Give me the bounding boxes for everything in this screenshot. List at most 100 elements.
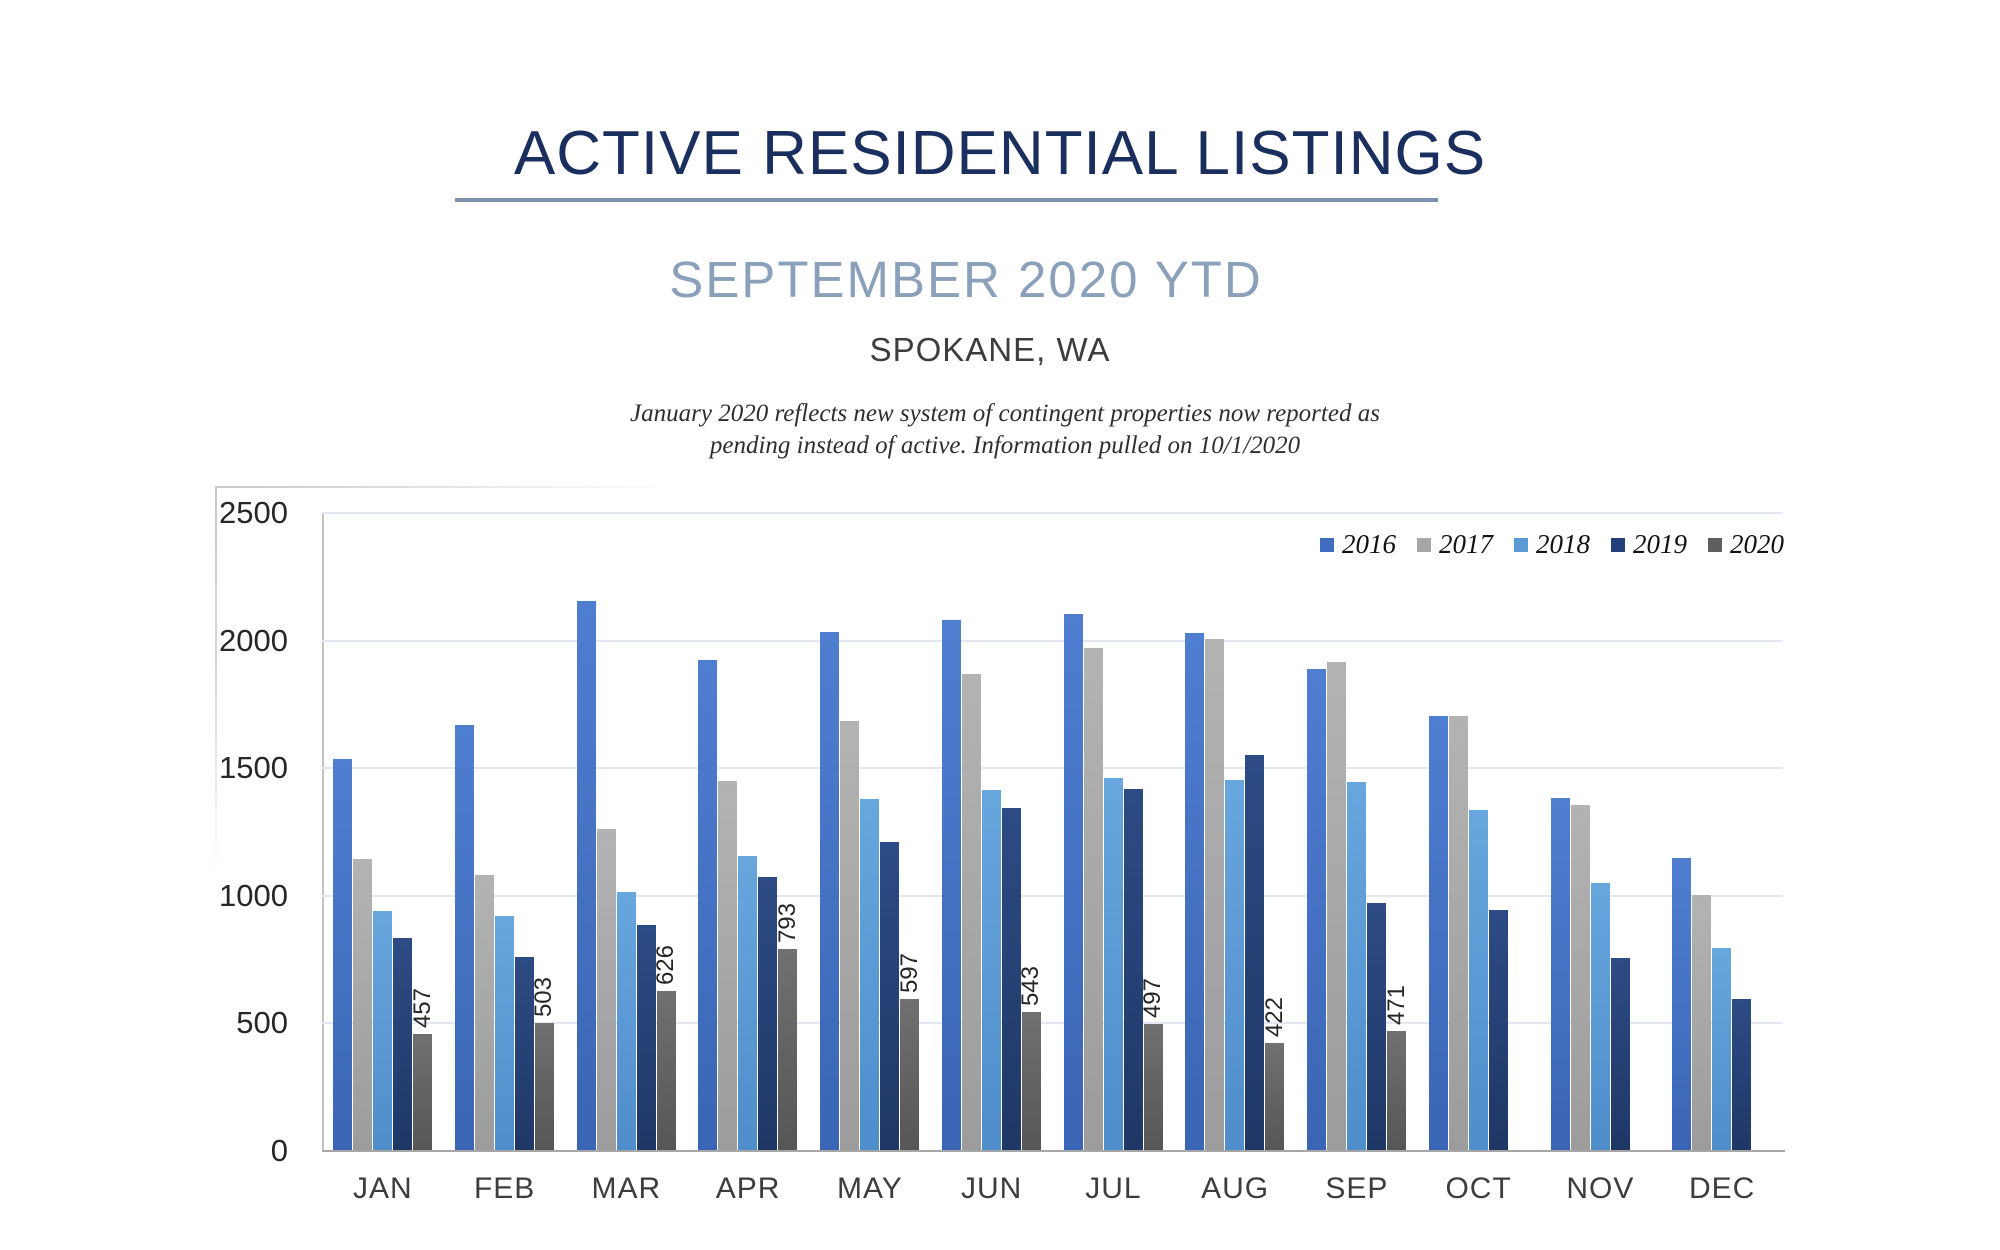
legend-label-2018: 2018 bbox=[1536, 529, 1590, 559]
bar-2019-aug bbox=[1245, 755, 1265, 1151]
legend-label-2020: 2020 bbox=[1730, 529, 1784, 559]
y-tick-label-2000: 2000 bbox=[219, 622, 288, 658]
bar-2019-may bbox=[880, 842, 899, 1151]
data-label-2020-sep: 471 bbox=[1382, 984, 1410, 1025]
bar-2019-jun bbox=[1001, 807, 1021, 1151]
x-tick-label-nov: NOV bbox=[1566, 1172, 1635, 1205]
bar-2016-may bbox=[820, 631, 839, 1151]
y-tick-label-500: 500 bbox=[236, 1005, 288, 1041]
chart-legend: 2016 2017 2018 2019 2020 bbox=[1320, 529, 1784, 560]
bar-2016-nov bbox=[1550, 797, 1570, 1151]
x-tick-label-jul: JUL bbox=[1085, 1172, 1142, 1205]
plot-area: 457 503 626 793 597 543 497 422 471 bbox=[322, 512, 1783, 1151]
bar-2020-jan bbox=[413, 1034, 432, 1151]
bar-2020-may bbox=[900, 998, 919, 1151]
legend-item-2017: 2017 bbox=[1417, 529, 1493, 560]
bar-2018-may bbox=[860, 798, 879, 1151]
y-tick-label-2500: 2500 bbox=[219, 495, 288, 530]
legend-label-2017: 2017 bbox=[1439, 529, 1493, 559]
bar-2020-aug bbox=[1265, 1043, 1285, 1151]
x-tick-label-oct: OCT bbox=[1445, 1172, 1512, 1205]
x-tick-label-sep: SEP bbox=[1325, 1172, 1389, 1205]
bar-2017-oct bbox=[1448, 715, 1468, 1151]
data-label-2020-jun: 543 bbox=[1017, 966, 1045, 1007]
chart-note-line-2: pending instead of active. Information p… bbox=[709, 432, 1301, 459]
bar-2017-may bbox=[840, 721, 859, 1151]
bar-2018-jan bbox=[373, 911, 392, 1151]
data-label-2020-aug: 422 bbox=[1260, 997, 1288, 1038]
legend-item-2020: 2020 bbox=[1708, 529, 1784, 560]
location-label: SPOKANE, WA bbox=[869, 331, 1111, 368]
page-title: ACTIVE RESIDENTIAL LISTINGS bbox=[513, 119, 1487, 188]
chart-frame-edge-top bbox=[215, 486, 675, 488]
bar-2016-jan bbox=[333, 759, 352, 1151]
subtitle: SEPTEMBER 2020 YTD bbox=[669, 251, 1263, 308]
x-tick-label-feb: FEB bbox=[473, 1172, 536, 1205]
legend-swatch-2016 bbox=[1320, 537, 1334, 552]
legend-item-2016: 2016 bbox=[1320, 529, 1396, 560]
bar-2018-sep bbox=[1347, 782, 1366, 1151]
y-tick-label-1500: 1500 bbox=[219, 750, 288, 786]
bar-2019-nov bbox=[1610, 958, 1630, 1151]
bar-2018-apr bbox=[738, 856, 758, 1151]
data-label-2020-apr: 793 bbox=[773, 902, 801, 943]
bar-2017-aug bbox=[1205, 639, 1225, 1151]
x-axis-line bbox=[322, 1150, 1785, 1152]
y-tick-label-0: 0 bbox=[270, 1133, 288, 1168]
data-label-2020-jul: 497 bbox=[1139, 978, 1166, 1019]
bar-2016-oct bbox=[1428, 715, 1448, 1151]
bar-2018-mar bbox=[616, 891, 636, 1151]
title-underline bbox=[455, 198, 1438, 202]
bar-2016-apr bbox=[698, 659, 718, 1151]
bar-2020-jul bbox=[1143, 1024, 1163, 1151]
bar-2016-jul bbox=[1063, 613, 1083, 1151]
bar-2020-apr bbox=[778, 948, 798, 1151]
x-tick-label-may: MAY bbox=[836, 1172, 903, 1205]
bar-2016-mar bbox=[576, 601, 596, 1151]
x-tick-label-jan: JAN bbox=[353, 1172, 413, 1205]
bar-2017-apr bbox=[718, 780, 738, 1151]
legend-swatch-2017 bbox=[1417, 537, 1431, 552]
data-label-2020-jan: 457 bbox=[408, 988, 436, 1029]
gridline-1000 bbox=[322, 894, 1783, 897]
legend-label-2016: 2016 bbox=[1342, 529, 1396, 559]
bar-2018-nov bbox=[1590, 883, 1610, 1151]
gridline-1500 bbox=[322, 767, 1783, 770]
legend-swatch-2019 bbox=[1611, 537, 1625, 552]
legend-item-2019: 2019 bbox=[1611, 529, 1687, 560]
bar-2017-nov bbox=[1570, 805, 1590, 1151]
bar-2020-jun bbox=[1021, 1012, 1041, 1151]
x-tick-label-mar: MAR bbox=[591, 1172, 662, 1205]
legend-label-2019: 2019 bbox=[1633, 529, 1687, 559]
bar-2018-feb bbox=[494, 916, 514, 1151]
bar-2019-dec bbox=[1732, 999, 1752, 1151]
legend-item-2018: 2018 bbox=[1514, 529, 1590, 560]
chart-frame-edge-left bbox=[215, 486, 217, 881]
y-tick-label-1000: 1000 bbox=[219, 877, 288, 913]
bar-2019-sep bbox=[1367, 903, 1386, 1151]
bar-2016-jun bbox=[941, 620, 961, 1151]
bar-2016-sep bbox=[1307, 668, 1326, 1151]
bar-2018-oct bbox=[1468, 810, 1488, 1151]
bar-2018-dec bbox=[1712, 948, 1732, 1151]
gridline-2500 bbox=[322, 512, 1783, 514]
bar-2016-aug bbox=[1185, 632, 1205, 1151]
bar-2018-jun bbox=[981, 789, 1001, 1151]
chart-note-line-1: January 2020 reflects new system of cont… bbox=[630, 400, 1380, 427]
bar-2016-feb bbox=[454, 724, 474, 1151]
data-label-2020-feb: 503 bbox=[530, 976, 558, 1017]
bar-2019-feb bbox=[514, 957, 534, 1151]
bar-2019-oct bbox=[1488, 909, 1508, 1151]
bar-2018-jul bbox=[1103, 778, 1123, 1151]
bar-2017-jun bbox=[961, 673, 981, 1151]
gridline-2000 bbox=[322, 639, 1783, 642]
data-label-2020-mar: 626 bbox=[652, 945, 679, 986]
legend-swatch-2020 bbox=[1708, 537, 1722, 552]
bar-2017-feb bbox=[474, 875, 494, 1151]
bar-2017-sep bbox=[1327, 662, 1346, 1151]
bar-2019-mar bbox=[636, 925, 656, 1151]
bar-2017-dec bbox=[1692, 894, 1712, 1151]
bar-2020-mar bbox=[656, 991, 676, 1151]
bar-2020-sep bbox=[1387, 1030, 1406, 1151]
